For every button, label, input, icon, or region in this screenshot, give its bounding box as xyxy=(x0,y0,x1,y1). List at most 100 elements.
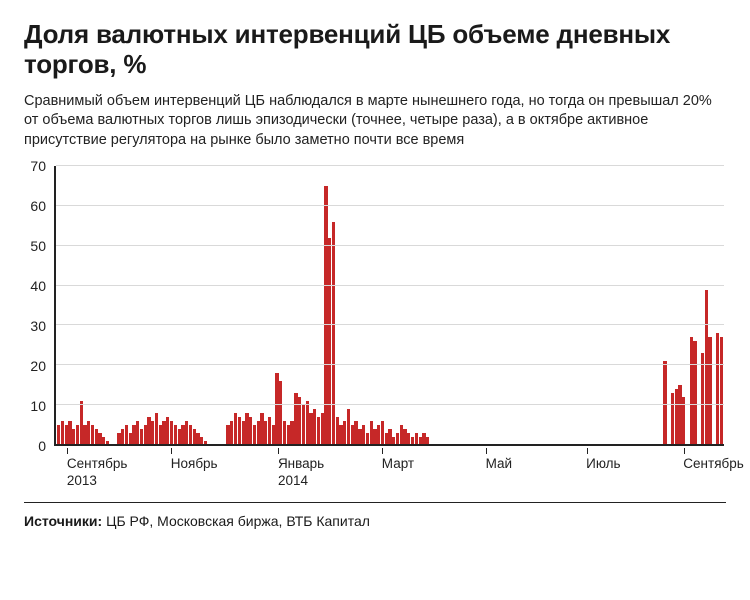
bar xyxy=(189,425,192,445)
plot-area xyxy=(54,166,724,446)
x-tick: Сентябрь2013 xyxy=(67,448,68,490)
bar xyxy=(407,433,410,445)
y-tick-label: 20 xyxy=(30,358,46,374)
bar xyxy=(388,429,391,445)
y-tick-label: 40 xyxy=(30,278,46,294)
bar xyxy=(181,425,184,445)
bars-container xyxy=(56,166,724,444)
bar xyxy=(283,421,286,445)
sources-label: Источники: xyxy=(24,513,102,529)
x-tick-mark xyxy=(382,448,383,454)
y-tick-label: 70 xyxy=(30,158,46,174)
grid-line xyxy=(56,245,724,246)
bar xyxy=(422,433,425,445)
grid-line xyxy=(56,364,724,365)
bar xyxy=(72,429,75,445)
bar xyxy=(332,222,335,444)
bar xyxy=(279,381,282,445)
bar xyxy=(238,417,241,445)
bar xyxy=(272,425,275,445)
sources-text: ЦБ РФ, Московская биржа, ВТБ Капитал xyxy=(106,513,370,529)
bar xyxy=(193,429,196,445)
bar xyxy=(321,413,324,445)
bar xyxy=(392,437,395,445)
bar xyxy=(373,429,376,445)
x-tick-label: Март xyxy=(382,456,383,473)
x-tick-mark xyxy=(171,448,172,454)
bar xyxy=(690,337,693,444)
bar xyxy=(309,413,312,445)
bar xyxy=(83,425,86,445)
chart-area: 010203040506070 Сентябрь2013НоябрьЯнварь… xyxy=(24,166,724,496)
bar xyxy=(147,417,150,445)
x-axis: Сентябрь2013НоябрьЯнварь2014МартМайИюльС… xyxy=(54,448,724,496)
bar xyxy=(102,437,105,445)
x-tick: Сентябрь xyxy=(684,448,685,473)
bar xyxy=(385,433,388,445)
y-tick-label: 0 xyxy=(38,438,46,454)
bar xyxy=(381,421,384,445)
bar xyxy=(396,433,399,445)
bar xyxy=(411,437,414,445)
x-tick: Март xyxy=(382,448,383,473)
bar xyxy=(708,337,711,444)
bar xyxy=(234,413,237,445)
bar xyxy=(76,425,79,445)
bar xyxy=(185,421,188,445)
bar xyxy=(377,425,380,445)
bar xyxy=(362,425,365,445)
bar xyxy=(671,393,674,445)
bar xyxy=(705,290,708,445)
grid-line xyxy=(56,205,724,206)
bar xyxy=(328,238,331,445)
grid-line xyxy=(56,165,724,166)
bar xyxy=(95,429,98,445)
bar xyxy=(230,421,233,445)
bar xyxy=(287,425,290,445)
bar xyxy=(716,333,719,444)
x-tick-mark xyxy=(486,448,487,454)
bar xyxy=(302,405,305,445)
x-tick-mark xyxy=(587,448,588,454)
x-tick-label: Январь2014 xyxy=(278,456,279,490)
bar xyxy=(415,433,418,445)
bar xyxy=(204,441,207,445)
bar xyxy=(351,425,354,445)
bar xyxy=(400,425,403,445)
bar xyxy=(354,421,357,445)
bar xyxy=(91,425,94,445)
bar xyxy=(339,425,342,445)
bar xyxy=(347,409,350,445)
bar xyxy=(268,417,271,445)
bar xyxy=(200,437,203,445)
sources-line: Источники: ЦБ РФ, Московская биржа, ВТБ … xyxy=(24,502,726,529)
bar xyxy=(343,421,346,445)
x-tick: Ноябрь xyxy=(171,448,172,473)
y-tick-label: 30 xyxy=(30,318,46,334)
bar xyxy=(65,425,68,445)
bar xyxy=(166,417,169,445)
bar xyxy=(366,433,369,445)
chart-subtitle: Сравнимый объем интервенций ЦБ наблюдалс… xyxy=(24,92,726,151)
bar xyxy=(159,425,162,445)
bar xyxy=(264,421,267,445)
bar xyxy=(249,417,252,445)
bar xyxy=(675,389,678,445)
bar xyxy=(242,421,245,445)
bar xyxy=(426,437,429,445)
x-tick: Июль xyxy=(587,448,588,473)
bar xyxy=(61,421,64,445)
bar xyxy=(260,413,263,445)
bar xyxy=(121,429,124,445)
bar xyxy=(151,421,154,445)
bar xyxy=(720,337,723,444)
bar xyxy=(144,425,147,445)
x-tick: Январь2014 xyxy=(278,448,279,490)
bar xyxy=(693,341,696,444)
bar xyxy=(125,425,128,445)
bar xyxy=(678,385,681,445)
x-tick-label: Сентябрь2013 xyxy=(67,456,68,490)
bar xyxy=(155,413,158,445)
bar xyxy=(178,429,181,445)
bar xyxy=(136,421,139,445)
